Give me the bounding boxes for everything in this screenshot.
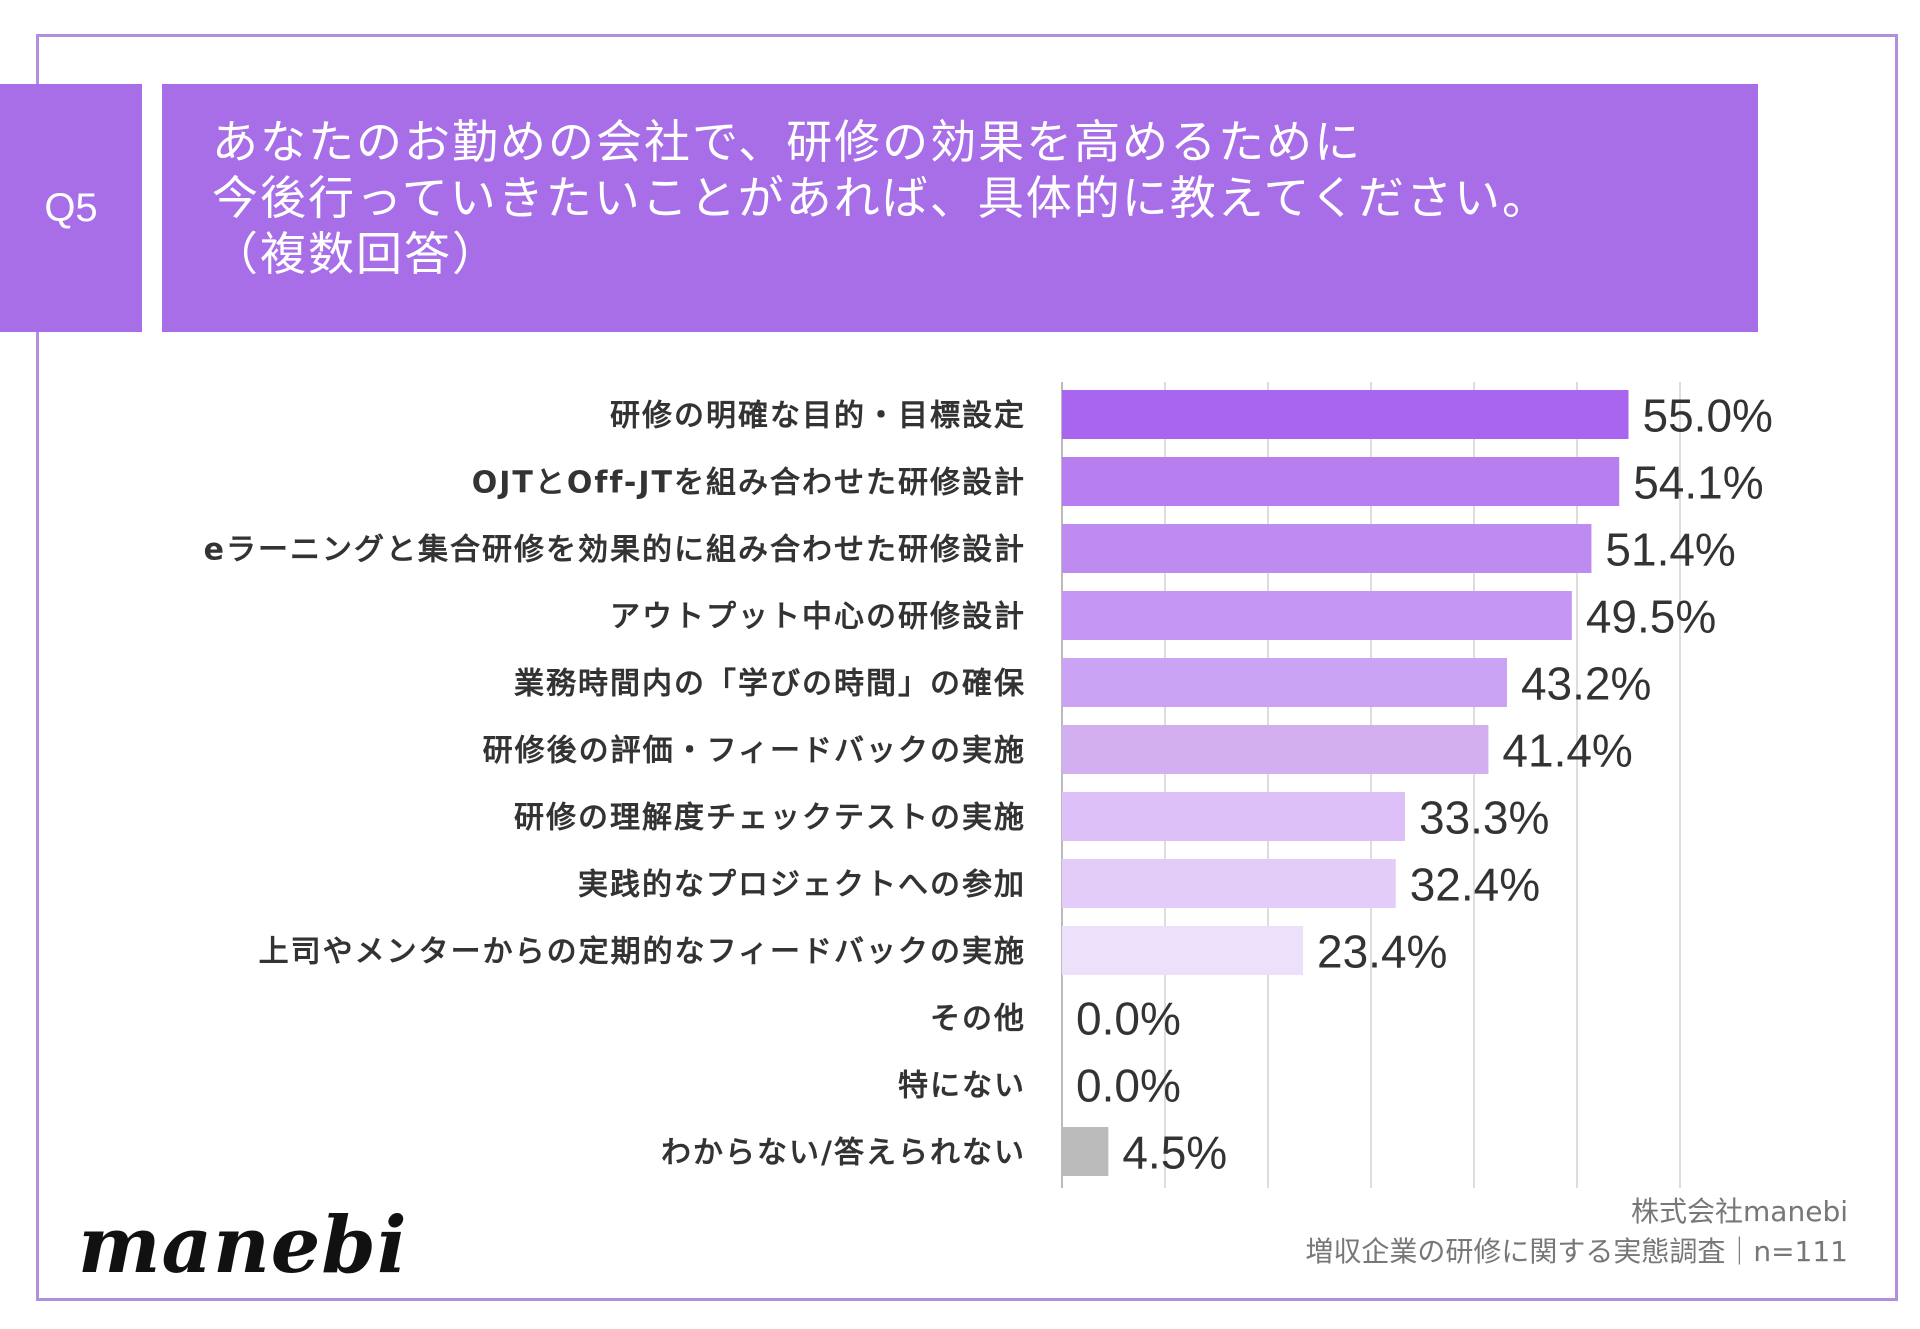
value-label: 23.4%: [1317, 926, 1447, 978]
question-title: あなたのお勤めの会社で、研修の効果を高めるために 今後行っていきたいことがあれば…: [162, 84, 1758, 332]
value-label: 43.2%: [1521, 658, 1651, 710]
category-label: 実践的なプロジェクトへの参加: [578, 868, 1026, 903]
value-label: 51.4%: [1605, 524, 1735, 576]
category-label: 研修後の評価・フィードバックの実施: [483, 734, 1026, 769]
category-label: アウトプット中心の研修設計: [610, 600, 1026, 635]
bar: [1062, 524, 1592, 573]
bar: [1062, 591, 1572, 640]
footer-survey: 増収企業の研修に関する実態調査｜n=111: [1305, 1235, 1848, 1268]
value-label: 55.0%: [1643, 390, 1773, 442]
category-label: 特にない: [898, 1069, 1026, 1104]
category-label: 業務時間内の「学びの時間」の確保: [514, 667, 1026, 702]
bar: [1062, 658, 1507, 707]
value-label: 0.0%: [1076, 1060, 1181, 1112]
category-label: わからない/答えられない: [661, 1136, 1026, 1171]
bar: [1062, 792, 1405, 841]
category-label: eラーニングと集合研修を効果的に組み合わせた研修設計: [204, 533, 1026, 568]
category-label: OJTとOff-JTを組み合わせた研修設計: [472, 466, 1026, 501]
value-label: 49.5%: [1586, 591, 1716, 643]
question-number-badge: Q5: [0, 84, 142, 332]
manebi-logo: manebi: [78, 1200, 408, 1291]
bar: [1062, 390, 1629, 439]
category-label: 研修の明確な目的・目標設定: [610, 399, 1026, 434]
bar: [1062, 926, 1304, 975]
bar: [1062, 1127, 1109, 1176]
bar: [1062, 457, 1620, 506]
bar: [1062, 859, 1396, 908]
value-label: 32.4%: [1410, 859, 1540, 911]
value-label: 0.0%: [1076, 993, 1181, 1045]
value-label: 41.4%: [1502, 725, 1632, 777]
value-label: 33.3%: [1419, 792, 1549, 844]
value-label: 4.5%: [1122, 1127, 1227, 1179]
footer-source: 株式会社manebi 増収企業の研修に関する実態調査｜n=111: [1305, 1192, 1848, 1272]
question-title-line-3: （複数回答）: [212, 227, 500, 281]
chart-frame: [36, 34, 1898, 1301]
footer-company: 株式会社manebi: [1631, 1195, 1848, 1228]
question-title-line-1: あなたのお勤めの会社で、研修の効果を高めるために: [212, 115, 1363, 169]
category-label: 上司やメンターからの定期的なフィードバックの実施: [259, 935, 1026, 970]
category-label: 研修の理解度チェックテストの実施: [514, 801, 1026, 836]
value-label: 54.1%: [1633, 457, 1763, 509]
question-title-line-2: 今後行っていきたいことがあれば、具体的に教えてください。: [212, 171, 1551, 225]
bar: [1062, 725, 1489, 774]
category-label: その他: [930, 1002, 1026, 1037]
